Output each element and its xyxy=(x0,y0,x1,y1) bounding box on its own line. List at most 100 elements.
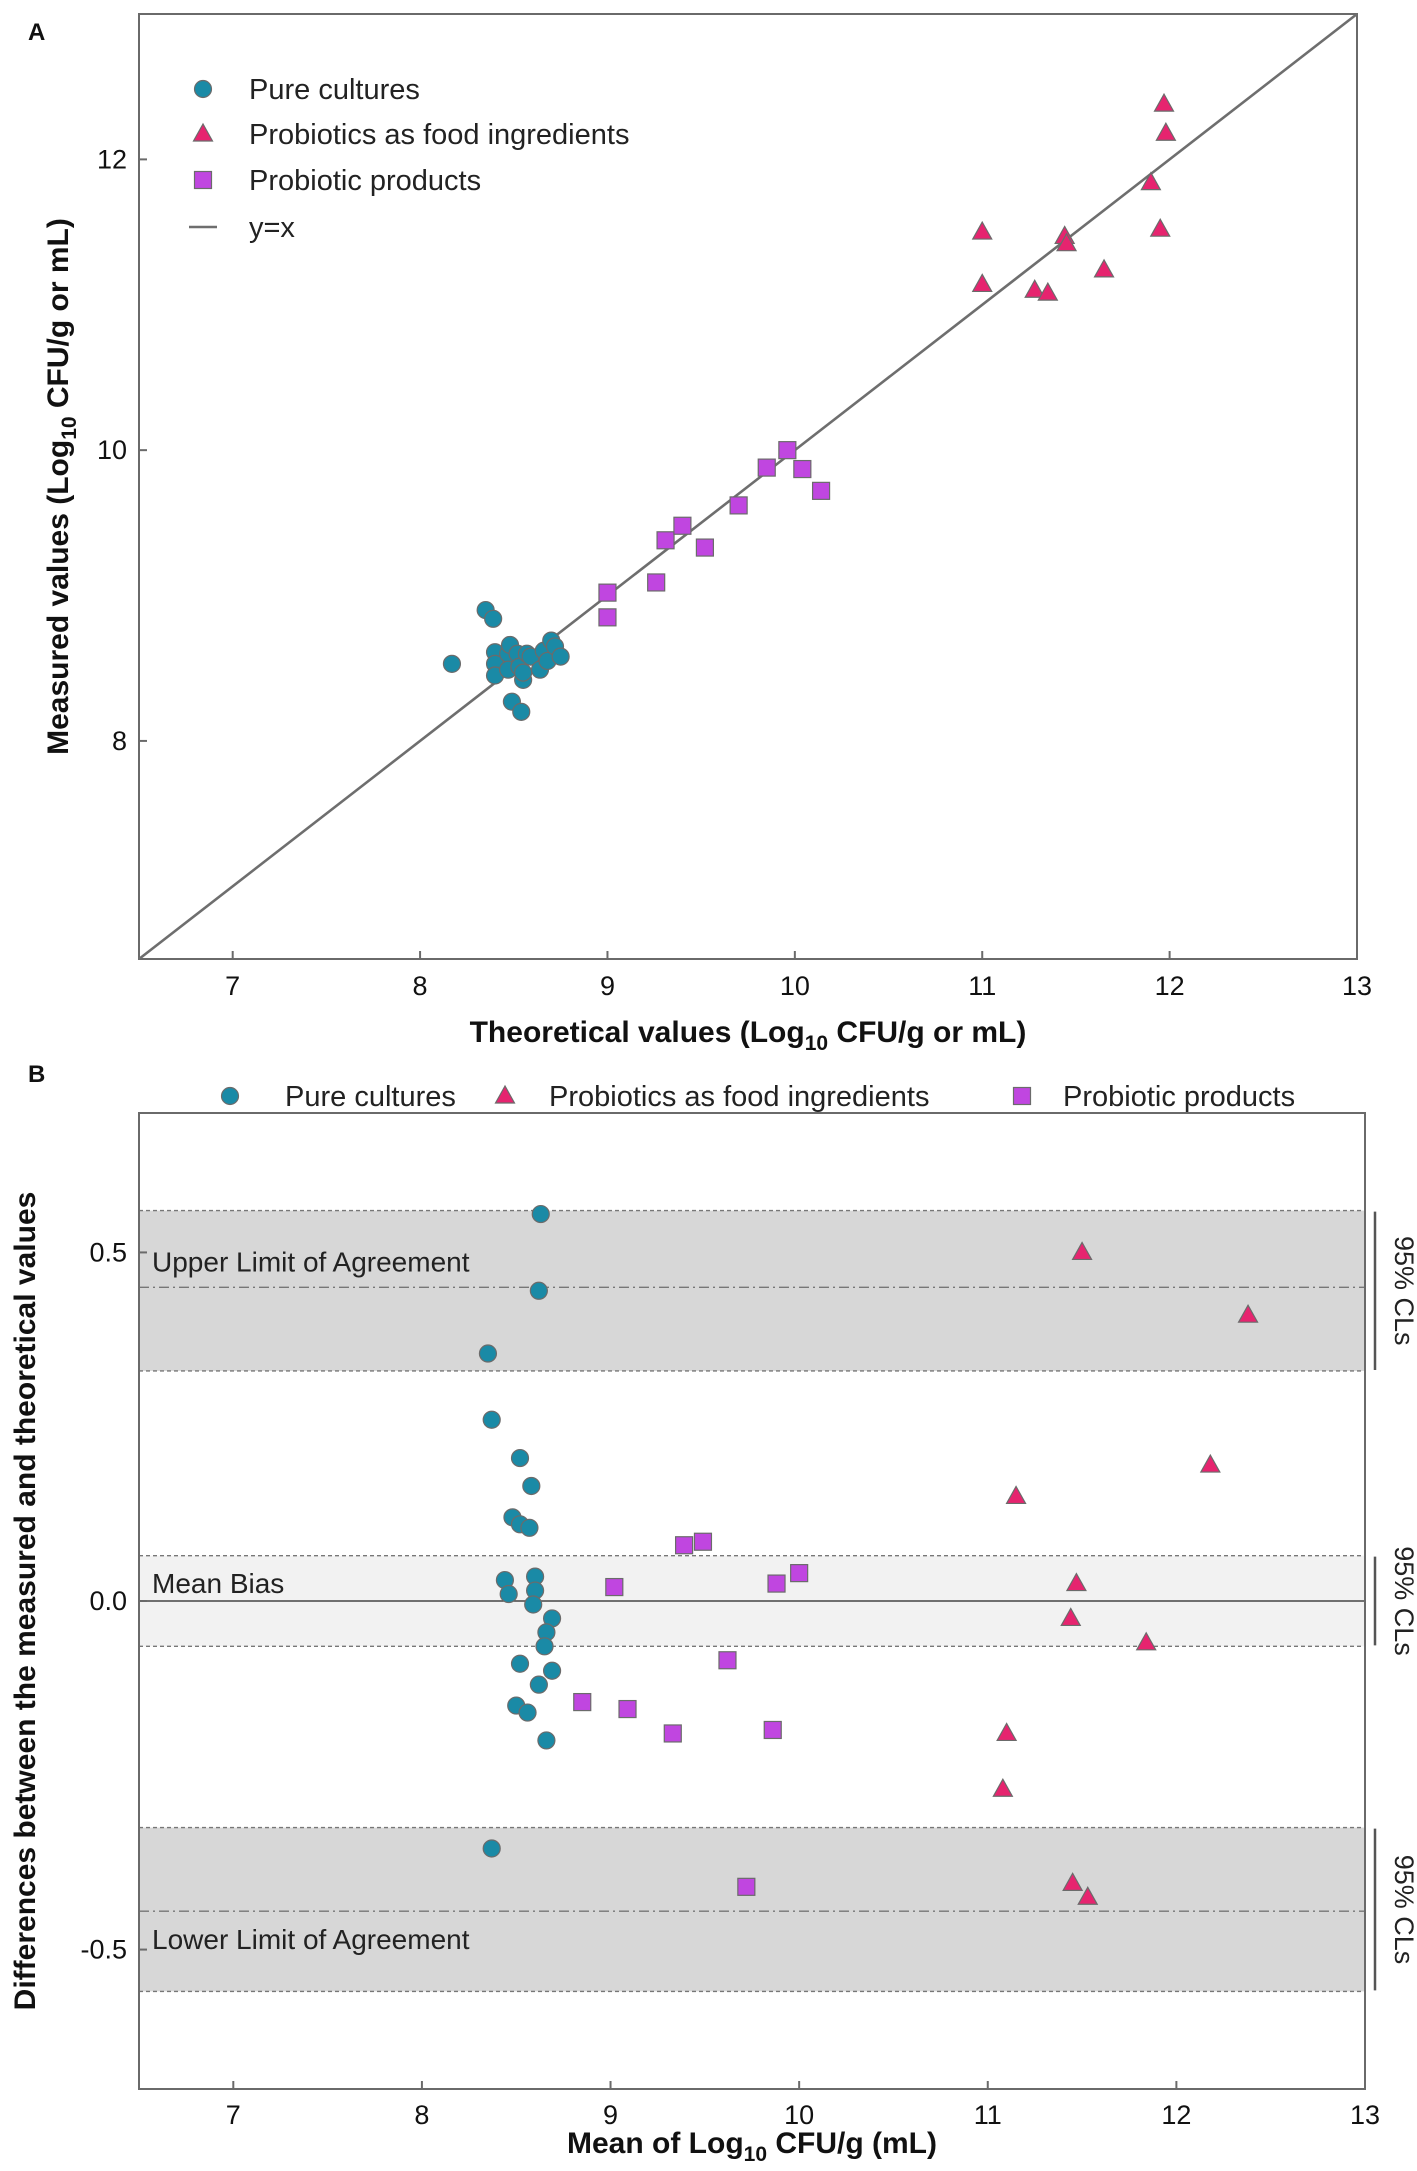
data-point xyxy=(605,1577,624,1597)
data-point xyxy=(1062,1872,1084,1891)
panel-a-label: A xyxy=(28,19,45,46)
data-point xyxy=(971,273,993,293)
data-point xyxy=(1149,217,1171,237)
data-point xyxy=(1199,1453,1221,1473)
data-point xyxy=(1037,281,1059,301)
data-point xyxy=(1024,279,1046,298)
data-point xyxy=(992,1777,1014,1797)
triangle-marker-icon xyxy=(192,122,214,142)
data-point xyxy=(535,1637,554,1656)
legend-label: y=x xyxy=(249,212,295,244)
y-axis-title: Measured values (Log10 CFU/g or mL) xyxy=(42,218,81,755)
data-point xyxy=(551,647,570,666)
data-point xyxy=(618,1699,637,1719)
data-point xyxy=(499,1584,518,1604)
x-tick-label: 11 xyxy=(968,971,996,1001)
circle-marker-icon xyxy=(193,79,213,99)
ci-label: 95% CLs xyxy=(1389,1236,1417,1346)
data-point xyxy=(482,1839,501,1858)
data-point xyxy=(790,1564,809,1583)
x-tick-label: 13 xyxy=(1342,971,1372,1001)
x-tick-label: 13 xyxy=(1350,2100,1380,2130)
panel-a-frame xyxy=(138,13,1358,960)
data-point xyxy=(757,458,776,477)
data-point xyxy=(442,654,462,673)
data-point xyxy=(737,1877,756,1896)
square-marker-icon xyxy=(193,170,213,190)
data-point xyxy=(1071,1241,1093,1261)
x-tick-label: 12 xyxy=(1155,971,1185,1001)
data-point xyxy=(971,220,993,240)
y-tick-label: 8 xyxy=(112,726,127,756)
reference-line-label: Mean Bias xyxy=(152,1568,284,1599)
y-tick-label: 0.5 xyxy=(89,1237,127,1267)
reference-line-label: Upper Limit of Agreement xyxy=(152,1246,470,1277)
data-point xyxy=(729,496,748,515)
x-tick-label: 12 xyxy=(1161,2100,1191,2130)
data-point xyxy=(996,1722,1018,1742)
data-point xyxy=(811,481,831,500)
data-point xyxy=(512,702,531,721)
data-point xyxy=(573,1692,592,1712)
data-point xyxy=(542,1661,562,1680)
data-point xyxy=(522,1476,541,1496)
data-point xyxy=(482,1410,501,1429)
data-point xyxy=(598,583,617,602)
data-point xyxy=(1155,121,1177,141)
x-tick-label: 9 xyxy=(603,2100,618,2130)
y-tick-label: 10 xyxy=(97,435,127,465)
x-axis-title: Theoretical values (Log10 CFU/g or mL) xyxy=(470,1016,1027,1055)
data-point xyxy=(510,1654,530,1673)
data-point xyxy=(1056,232,1078,252)
data-point xyxy=(514,663,533,682)
data-point xyxy=(767,1574,786,1593)
data-point xyxy=(778,441,797,460)
data-point xyxy=(1237,1303,1259,1323)
ci-band xyxy=(139,1210,1365,1371)
data-point xyxy=(673,516,692,535)
data-point xyxy=(656,531,675,550)
data-point xyxy=(510,1448,530,1468)
data-point xyxy=(524,1595,543,1614)
x-tick-label: 8 xyxy=(414,2100,429,2130)
x-tick-label: 7 xyxy=(225,971,240,1001)
x-tick-label: 7 xyxy=(226,2100,241,2130)
data-point xyxy=(484,609,503,628)
x-tick-label: 10 xyxy=(784,2100,814,2130)
legend-label: Pure cultures xyxy=(285,1081,456,1113)
legend-label: Probiotics as food ingredients xyxy=(549,1081,929,1113)
data-point xyxy=(531,1204,550,1224)
x-axis-title: Mean of Log10 CFU/g (mL) xyxy=(567,2127,937,2166)
panel-b-label: B xyxy=(28,1061,45,1088)
data-point xyxy=(598,608,617,627)
reference-line-label: Lower Limit of Agreement xyxy=(152,1924,470,1955)
ci-label: 95% CLs xyxy=(1389,1546,1417,1656)
y-tick-label: -0.5 xyxy=(80,1935,127,1965)
data-point xyxy=(1153,92,1175,112)
ci-band xyxy=(139,1827,1365,1992)
y-tick-label: 12 xyxy=(97,144,127,174)
data-point xyxy=(518,1703,537,1722)
data-point xyxy=(674,1536,694,1555)
data-point xyxy=(763,1720,782,1740)
circle-marker-icon xyxy=(220,1086,240,1106)
data-point xyxy=(529,1675,548,1694)
x-tick-label: 8 xyxy=(413,971,428,1001)
data-point xyxy=(663,1724,682,1743)
legend-label: Probiotic products xyxy=(1063,1081,1295,1113)
data-point xyxy=(695,538,715,557)
data-point xyxy=(647,573,666,592)
square-marker-icon xyxy=(1012,1086,1032,1106)
data-point xyxy=(1093,258,1115,278)
ci-label: 95% CLs xyxy=(1389,1855,1417,1965)
x-tick-label: 10 xyxy=(780,971,810,1001)
legend-label: Probiotics as food ingredients xyxy=(249,119,629,151)
data-point xyxy=(1065,1572,1087,1592)
data-point xyxy=(1140,171,1162,191)
data-point xyxy=(1005,1485,1027,1505)
legend-label: Probiotic products xyxy=(249,165,481,197)
data-point xyxy=(1135,1631,1157,1651)
data-point xyxy=(1077,1886,1099,1905)
y-tick-label: 0.0 xyxy=(89,1586,127,1616)
